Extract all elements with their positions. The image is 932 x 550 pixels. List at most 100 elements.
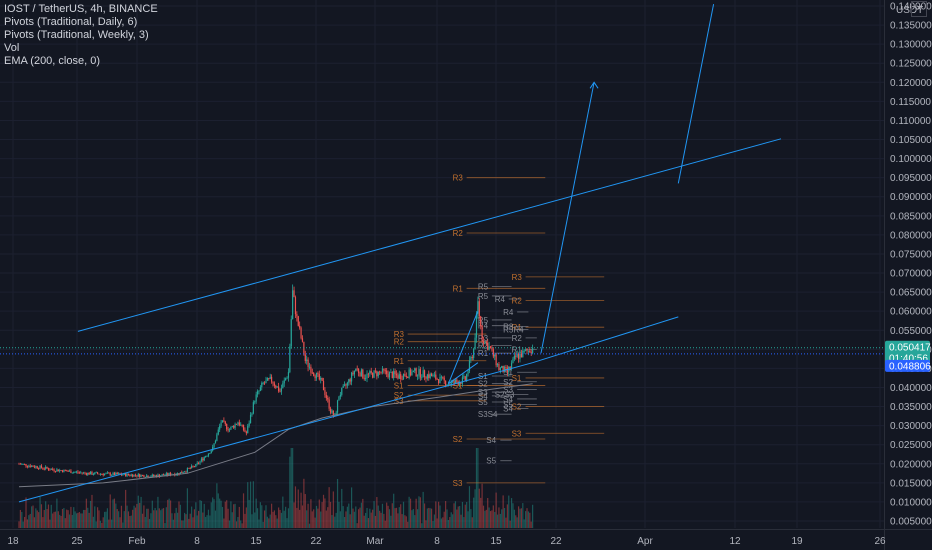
candle-body [140, 474, 142, 477]
volume-bar [388, 509, 391, 528]
price-tick-label: 0.090000 [890, 192, 932, 203]
volume-bar [84, 509, 86, 528]
volume-bar [475, 448, 478, 528]
indicator-weekly-pivots[interactable]: Pivots (Traditional, Weekly, 3) [4, 29, 149, 41]
volume-bar [529, 512, 531, 528]
candle-body [125, 473, 127, 477]
candle-body [189, 468, 191, 469]
volume-bar [92, 516, 94, 528]
volume-bar [67, 510, 69, 528]
time-tick-label: 15 [250, 536, 262, 547]
volume-bar [496, 514, 499, 528]
indicator-daily-pivots[interactable]: Pivots (Traditional, Daily, 6) [4, 16, 138, 28]
volume-bar [278, 507, 280, 528]
candle-body [216, 434, 218, 441]
candle-body [422, 370, 424, 378]
volume-bar [95, 521, 97, 528]
volume-bar [31, 506, 33, 528]
volume-bar [88, 512, 90, 528]
volume-bar [186, 488, 188, 528]
candle-body [151, 474, 153, 477]
time-tick-label: 8 [434, 536, 440, 547]
candle-body [143, 475, 145, 478]
daily-pivot-label: S4 [478, 392, 488, 401]
candle-body [478, 301, 480, 317]
close-icon[interactable]: × [911, 1, 927, 17]
candle-body [321, 377, 323, 381]
volume-bar [401, 514, 403, 528]
candle-body [412, 370, 414, 372]
volume-bar [266, 516, 268, 528]
candle-body [104, 473, 106, 476]
candle-body [352, 372, 354, 375]
volume-bar [224, 501, 226, 528]
volume-bar [516, 517, 518, 528]
volume-bar [254, 512, 256, 528]
time-tick-label: 26 [874, 536, 886, 547]
candle-body [111, 474, 113, 476]
daily-pivot-label: S1 [503, 368, 513, 377]
candle-body [226, 423, 228, 430]
projection-arrow-2[interactable] [677, 4, 715, 184]
candle-body [77, 471, 79, 473]
candle-body [154, 475, 156, 477]
candle-body [468, 360, 471, 372]
candle-body [358, 368, 360, 373]
volume-bar [522, 503, 524, 528]
volume-bar [292, 448, 294, 528]
volume-bar [468, 486, 471, 528]
weekly-pivot-label: R2 [453, 229, 464, 238]
volume-bars [18, 448, 534, 528]
volume-bar [171, 513, 173, 528]
volume-bar [231, 512, 233, 528]
volume-bar [71, 515, 73, 528]
candle-body [279, 391, 281, 392]
volume-bar [327, 507, 329, 528]
candle-body [47, 468, 50, 470]
candle-body [429, 373, 431, 378]
upper-channel[interactable] [77, 138, 782, 332]
candle-body [381, 368, 384, 373]
candle-body [446, 384, 448, 386]
candle-body [71, 472, 73, 474]
candle-body [139, 474, 141, 477]
volume-bar [527, 511, 530, 528]
candle-body [516, 353, 518, 357]
candle-body [349, 379, 351, 382]
candle-body [241, 424, 243, 426]
volume-bar [324, 498, 326, 528]
volume-bar [174, 513, 176, 528]
weekly-pivot-label: R1 [512, 323, 523, 332]
volume-bar [338, 501, 340, 528]
volume-bar [112, 499, 114, 528]
volume-bar [350, 487, 353, 528]
candle-body [442, 376, 444, 378]
candle-body [397, 375, 399, 379]
indicator-volume[interactable]: Vol [4, 42, 20, 54]
volume-bar [352, 508, 354, 528]
indicator-ema[interactable]: EMA (200, close, 0) [4, 55, 100, 67]
candle-body [67, 471, 69, 472]
volume-bar [405, 516, 407, 528]
projection-arrow-1[interactable] [540, 82, 595, 354]
volume-bar [398, 507, 400, 528]
candle-body [390, 371, 392, 373]
candle-body [43, 468, 45, 470]
candle-body [22, 463, 24, 465]
candle-body [230, 426, 232, 430]
flag-pole[interactable] [447, 311, 479, 384]
volume-bar [133, 505, 135, 528]
candle-body [498, 364, 500, 371]
flag-base[interactable] [448, 362, 479, 385]
lower-channel[interactable] [18, 316, 679, 503]
candle-body [293, 290, 295, 298]
volume-bar [70, 506, 72, 528]
symbol-title[interactable]: IOST / TetherUS, 4h, BINANCE [4, 3, 158, 15]
candle-body [523, 350, 525, 352]
candle-body [70, 470, 72, 474]
volume-bar [464, 504, 466, 528]
candle-body [134, 474, 137, 476]
volume-bar [123, 511, 125, 528]
candle-body [454, 379, 457, 383]
